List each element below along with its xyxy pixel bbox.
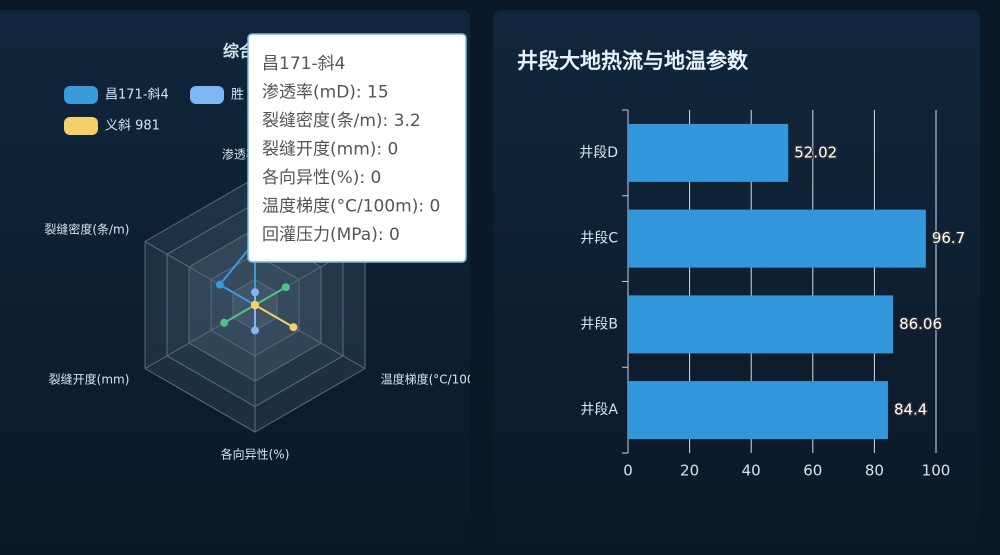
radar-point — [215, 280, 224, 289]
x-tick-label: 20 — [680, 462, 699, 480]
tooltip: 昌171-斜4 渗透率(mD): 15 裂缝密度(条/m): 3.2 裂缝开度(mm)… — [247, 33, 467, 263]
radar-point — [289, 323, 298, 332]
tooltip-box — [247, 33, 467, 263]
radar-point — [281, 283, 290, 292]
radar-series-line — [218, 238, 256, 307]
tooltip-line: 各向异性(%): 0 — [262, 168, 381, 188]
y-tick-label: 井段A — [580, 402, 618, 418]
radar-axis-label: 各向异性(%) — [221, 447, 290, 462]
chart-title: 井段大地热流与地温参数 — [517, 49, 749, 73]
radar-point — [251, 288, 259, 297]
legend-swatch — [190, 86, 224, 104]
legend-label: 昌171-斜4 — [105, 88, 169, 103]
data-label: 84.4 — [894, 401, 927, 419]
y-tick-label: 井段B — [580, 316, 618, 332]
tooltip-line: 回灌压力(MPa): 0 — [262, 225, 400, 245]
data-label: 52.02 — [794, 143, 837, 161]
tooltip-line: 裂缝开度(mm): 0 — [262, 140, 398, 160]
radar-axis-label: 裂缝开度(mm) — [49, 372, 130, 387]
x-tick-label: 60 — [803, 462, 822, 480]
bar — [628, 209, 926, 268]
radar-point — [251, 326, 259, 335]
tooltip-line: 裂缝密度(条/m): 3.2 — [262, 111, 421, 131]
radar-axis-label: 裂缝密度(条/m) — [44, 222, 129, 237]
radar-axis-label: 温度梯度(°C/100m) — [381, 372, 491, 387]
x-tick-label: 80 — [865, 462, 884, 480]
bar — [628, 123, 789, 182]
x-tick-label: 100 — [922, 462, 951, 480]
legend-label: 胜 — [231, 88, 244, 103]
data-label: 96.7 — [932, 229, 965, 247]
right-panel — [493, 10, 980, 555]
bar-chart: 井段大地热流与地温参数 0 20 40 60 80 100 井段A 84.4 井段B 86.06 井… — [517, 49, 966, 480]
tooltip-line: 温度梯度(°C/100m): 0 — [262, 197, 440, 217]
x-tick-label: 40 — [742, 462, 761, 480]
tooltip-line: 渗透率(mD): 15 — [262, 83, 389, 103]
bar — [628, 295, 894, 354]
data-label: 86.06 — [899, 315, 942, 333]
y-tick-label: 井段D — [579, 145, 618, 161]
bar — [628, 381, 888, 440]
legend-label: 义斜 981 — [105, 119, 160, 134]
radar-point — [251, 301, 259, 309]
x-tick-label: 0 — [623, 462, 633, 480]
y-tick-label: 井段C — [580, 231, 618, 247]
radar-point — [220, 318, 229, 327]
tooltip-line: 昌171-斜4 — [262, 54, 345, 74]
legend-swatch — [64, 117, 98, 135]
legend-swatch — [64, 86, 98, 104]
